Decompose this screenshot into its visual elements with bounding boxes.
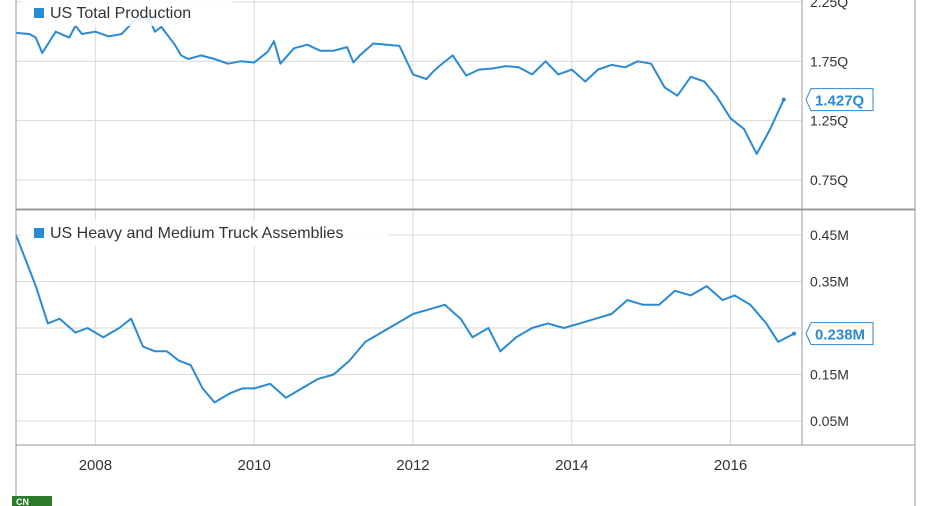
last-value-callout: 1.427Q: [805, 88, 874, 112]
legend-label: US Total Production: [50, 5, 191, 22]
last-value-callout: 0.238M: [805, 322, 874, 346]
legend-swatch: [34, 8, 44, 18]
x-tick-label: 2010: [237, 457, 270, 474]
x-tick-label: 2016: [714, 457, 747, 474]
last-point: [781, 97, 786, 102]
x-axis: 2008 2010 2012 2014 2016: [15, 0, 916, 506]
last-value-label: 0.238M: [815, 327, 865, 344]
last-value-box: [805, 322, 874, 346]
legend: US Total Production: [22, 0, 233, 26]
panel-1: 2.25Q 1.75Q 1.25Q 0.75Q 1.427Q US Total Produ…: [15, 0, 916, 210]
y-tick-label: 0.75Q: [810, 172, 848, 188]
x-tick-label: 2012: [396, 457, 429, 474]
y-tick-label: 2.25Q: [810, 0, 848, 10]
y-tick-label: 0.05M: [810, 413, 849, 429]
y-tick-label: 0.45M: [810, 227, 849, 243]
legend-swatch: [34, 228, 44, 238]
panel-2: 0.45M 0.35M 0.15M 0.05M 0.238M US Heavy and M…: [15, 209, 916, 446]
legend: US Heavy and Medium Truck Assemblies: [22, 220, 390, 246]
last-value-label: 1.427Q: [815, 93, 865, 110]
x-tick-label: 2008: [79, 457, 112, 474]
legend-background: [22, 220, 390, 246]
series-line: [15, 234, 795, 404]
footer-logo-text: CN: [16, 497, 29, 506]
y-tick-label: 1.25Q: [810, 113, 848, 129]
legend-label: US Heavy and Medium Truck Assemblies: [50, 225, 343, 242]
legend-background: [22, 0, 233, 26]
y-tick-label: 1.75Q: [810, 53, 848, 69]
last-value-box: [805, 88, 874, 112]
x-tick-label: 2014: [555, 457, 588, 474]
panel-frame: [15, 0, 916, 210]
series-line: [15, 16, 785, 155]
y-tick-label: 0.15M: [810, 367, 849, 383]
last-point: [792, 331, 797, 336]
chart-panels: 2.25Q 1.75Q 1.25Q 0.75Q 1.427Q US Total Produ…: [15, 0, 916, 446]
y-tick-label: 0.35M: [810, 274, 849, 290]
footer-logo: CN: [12, 496, 52, 506]
